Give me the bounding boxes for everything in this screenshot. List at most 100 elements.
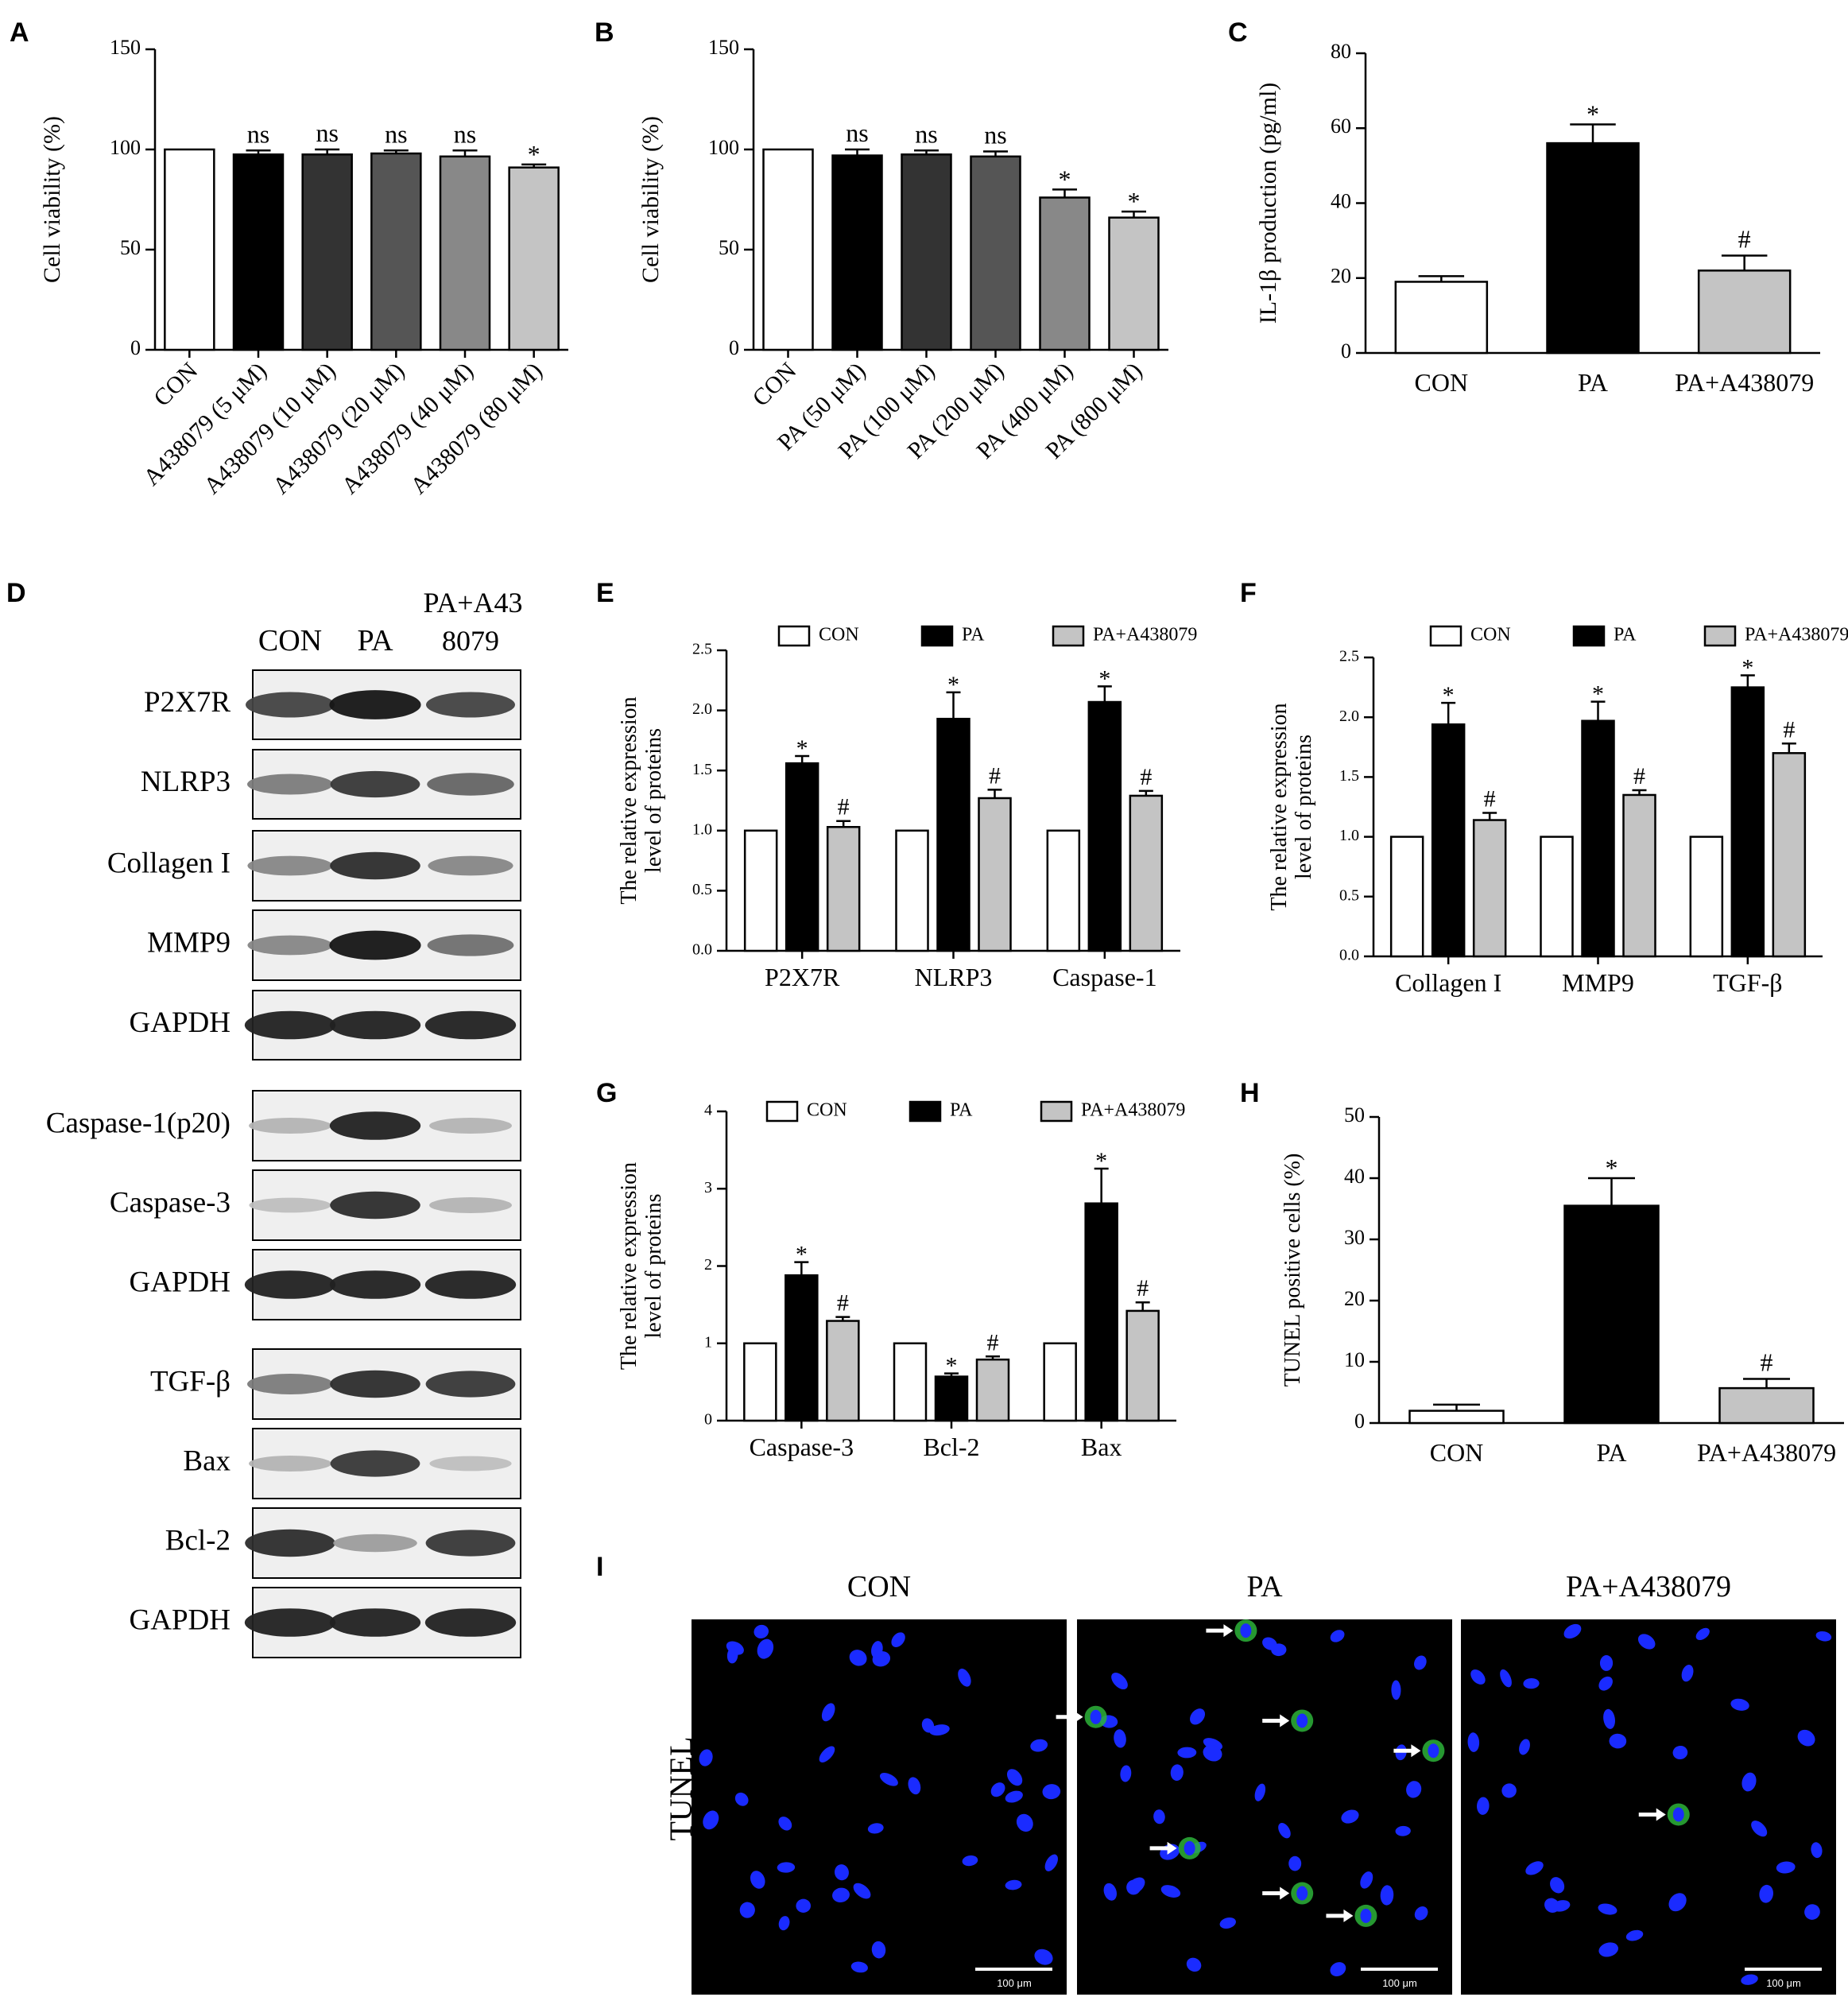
panel-letter-b: B — [595, 17, 614, 48]
panel-letter-d: D — [6, 578, 26, 608]
significance-asterisk: * — [1592, 681, 1604, 708]
blot-strip — [249, 1428, 521, 1499]
x-tick-label: CON — [1430, 1438, 1484, 1467]
y-tick-label: 0 — [1341, 339, 1351, 363]
significance-asterisk: * — [1606, 1154, 1618, 1182]
panel-letter-g: G — [596, 1078, 617, 1108]
x-tick-label: TGF-β — [1713, 968, 1782, 997]
protein-band — [329, 930, 421, 960]
y-tick-label: 30 — [1344, 1226, 1365, 1249]
bar — [1772, 752, 1807, 958]
protein-band — [329, 1010, 421, 1040]
micrograph-background — [1461, 1619, 1836, 1995]
protein-band — [247, 935, 333, 956]
x-tick-label: A438079 (80 μM) — [405, 358, 547, 499]
chart-g: 0 1 2 3 4 The relative expressionlevel of pro… — [617, 1100, 1185, 1462]
protein-band — [246, 692, 335, 718]
bar — [831, 154, 883, 351]
nucleus — [1170, 1764, 1184, 1782]
significance-hash: # — [1738, 224, 1751, 253]
nucleus — [1288, 1855, 1302, 1871]
significance-label-ns: ns — [846, 118, 868, 147]
micrograph-background — [1077, 1619, 1452, 1995]
protein-band — [329, 1270, 421, 1299]
chart-a: 0 50 100 150 Cell viability (%) CON ns A438079 … — [39, 36, 568, 499]
y-tick-label: 0.0 — [692, 941, 712, 959]
nucleus — [1467, 1732, 1480, 1752]
nucleus — [1203, 1745, 1222, 1762]
nucleus — [1525, 1861, 1544, 1875]
legend-swatch — [1572, 625, 1606, 647]
nucleus — [819, 1746, 835, 1762]
significance-asterisk: * — [1741, 655, 1753, 681]
nucleus — [1759, 1884, 1773, 1903]
significance-hash: # — [1633, 763, 1645, 789]
bar — [1581, 719, 1615, 958]
significance-label-ns: ns — [385, 119, 407, 148]
y-axis-label-line: The relative expression — [617, 696, 641, 904]
nucleus — [1330, 1962, 1346, 1977]
nucleus — [1751, 1821, 1768, 1837]
scale-bar-label: 100 μm — [1382, 1977, 1417, 1989]
nucleus — [1341, 1809, 1359, 1824]
arrow-head — [1656, 1808, 1666, 1821]
significance-label-ns: ns — [454, 119, 476, 148]
nucleus — [1811, 1842, 1823, 1859]
nucleus — [1296, 1713, 1308, 1728]
tunel-image: 100 μm — [1056, 1619, 1452, 1995]
legend: CON PA PA+A438079 — [1429, 625, 1848, 647]
legend-swatch — [777, 625, 811, 647]
x-tick-label: CON — [149, 358, 203, 412]
x-tick-label: Caspase-1 — [1052, 963, 1157, 991]
y-tick-label: 0 — [1354, 1410, 1365, 1433]
significance-hash: # — [1783, 716, 1795, 743]
nucleus — [1380, 1885, 1394, 1906]
bar — [785, 1274, 819, 1422]
y-tick-label: 2.5 — [1339, 648, 1359, 665]
y-axis-label-line: The relative expression — [617, 1162, 641, 1370]
protein-band — [424, 1010, 517, 1040]
nucleus — [1563, 1623, 1582, 1639]
protein-band — [247, 855, 333, 876]
legend-swatch — [909, 1100, 942, 1123]
nucleus — [832, 1887, 850, 1902]
nucleus — [1395, 1825, 1411, 1836]
protein-band — [329, 690, 421, 719]
blot-strip — [244, 1587, 521, 1658]
x-tick-label: CON — [747, 358, 801, 412]
protein-band — [424, 1608, 517, 1637]
legend: CON PA PA+A438079 — [777, 625, 1197, 647]
nucleus — [726, 1647, 738, 1664]
nucleus — [1668, 1893, 1687, 1912]
significance-asterisk: * — [1059, 165, 1071, 193]
x-tick-label: PA+A438079 — [1675, 368, 1814, 397]
bar — [978, 797, 1012, 952]
nucleus — [1414, 1906, 1428, 1921]
blot-strip — [244, 1249, 521, 1320]
bar — [893, 1342, 928, 1422]
lane-header-con: CON — [258, 624, 322, 657]
nucleus — [1776, 1861, 1796, 1874]
protein-band — [330, 1450, 420, 1477]
y-axis-label-line: level of proteins — [1292, 735, 1316, 879]
bar — [1087, 700, 1122, 952]
nucleus — [1797, 1729, 1815, 1747]
protein-band — [330, 1370, 420, 1398]
blot-label: GAPDH — [130, 1006, 231, 1039]
protein-band — [249, 1197, 331, 1213]
significance-asterisk: * — [796, 735, 808, 762]
nucleus — [1609, 1733, 1627, 1749]
blot-strip — [247, 749, 521, 820]
blot-strip — [246, 669, 521, 740]
significance-hash: # — [1761, 1348, 1773, 1377]
nucleus — [1120, 1765, 1132, 1782]
nucleus — [1160, 1885, 1181, 1898]
y-tick-label: 1.5 — [692, 761, 712, 778]
bar — [970, 155, 1021, 351]
legend-swatch — [1429, 625, 1463, 647]
bar — [975, 1358, 1010, 1422]
bar — [1039, 196, 1091, 351]
nucleus — [853, 1883, 871, 1899]
blot-label: MMP9 — [147, 926, 231, 959]
nucleus — [871, 1641, 883, 1658]
